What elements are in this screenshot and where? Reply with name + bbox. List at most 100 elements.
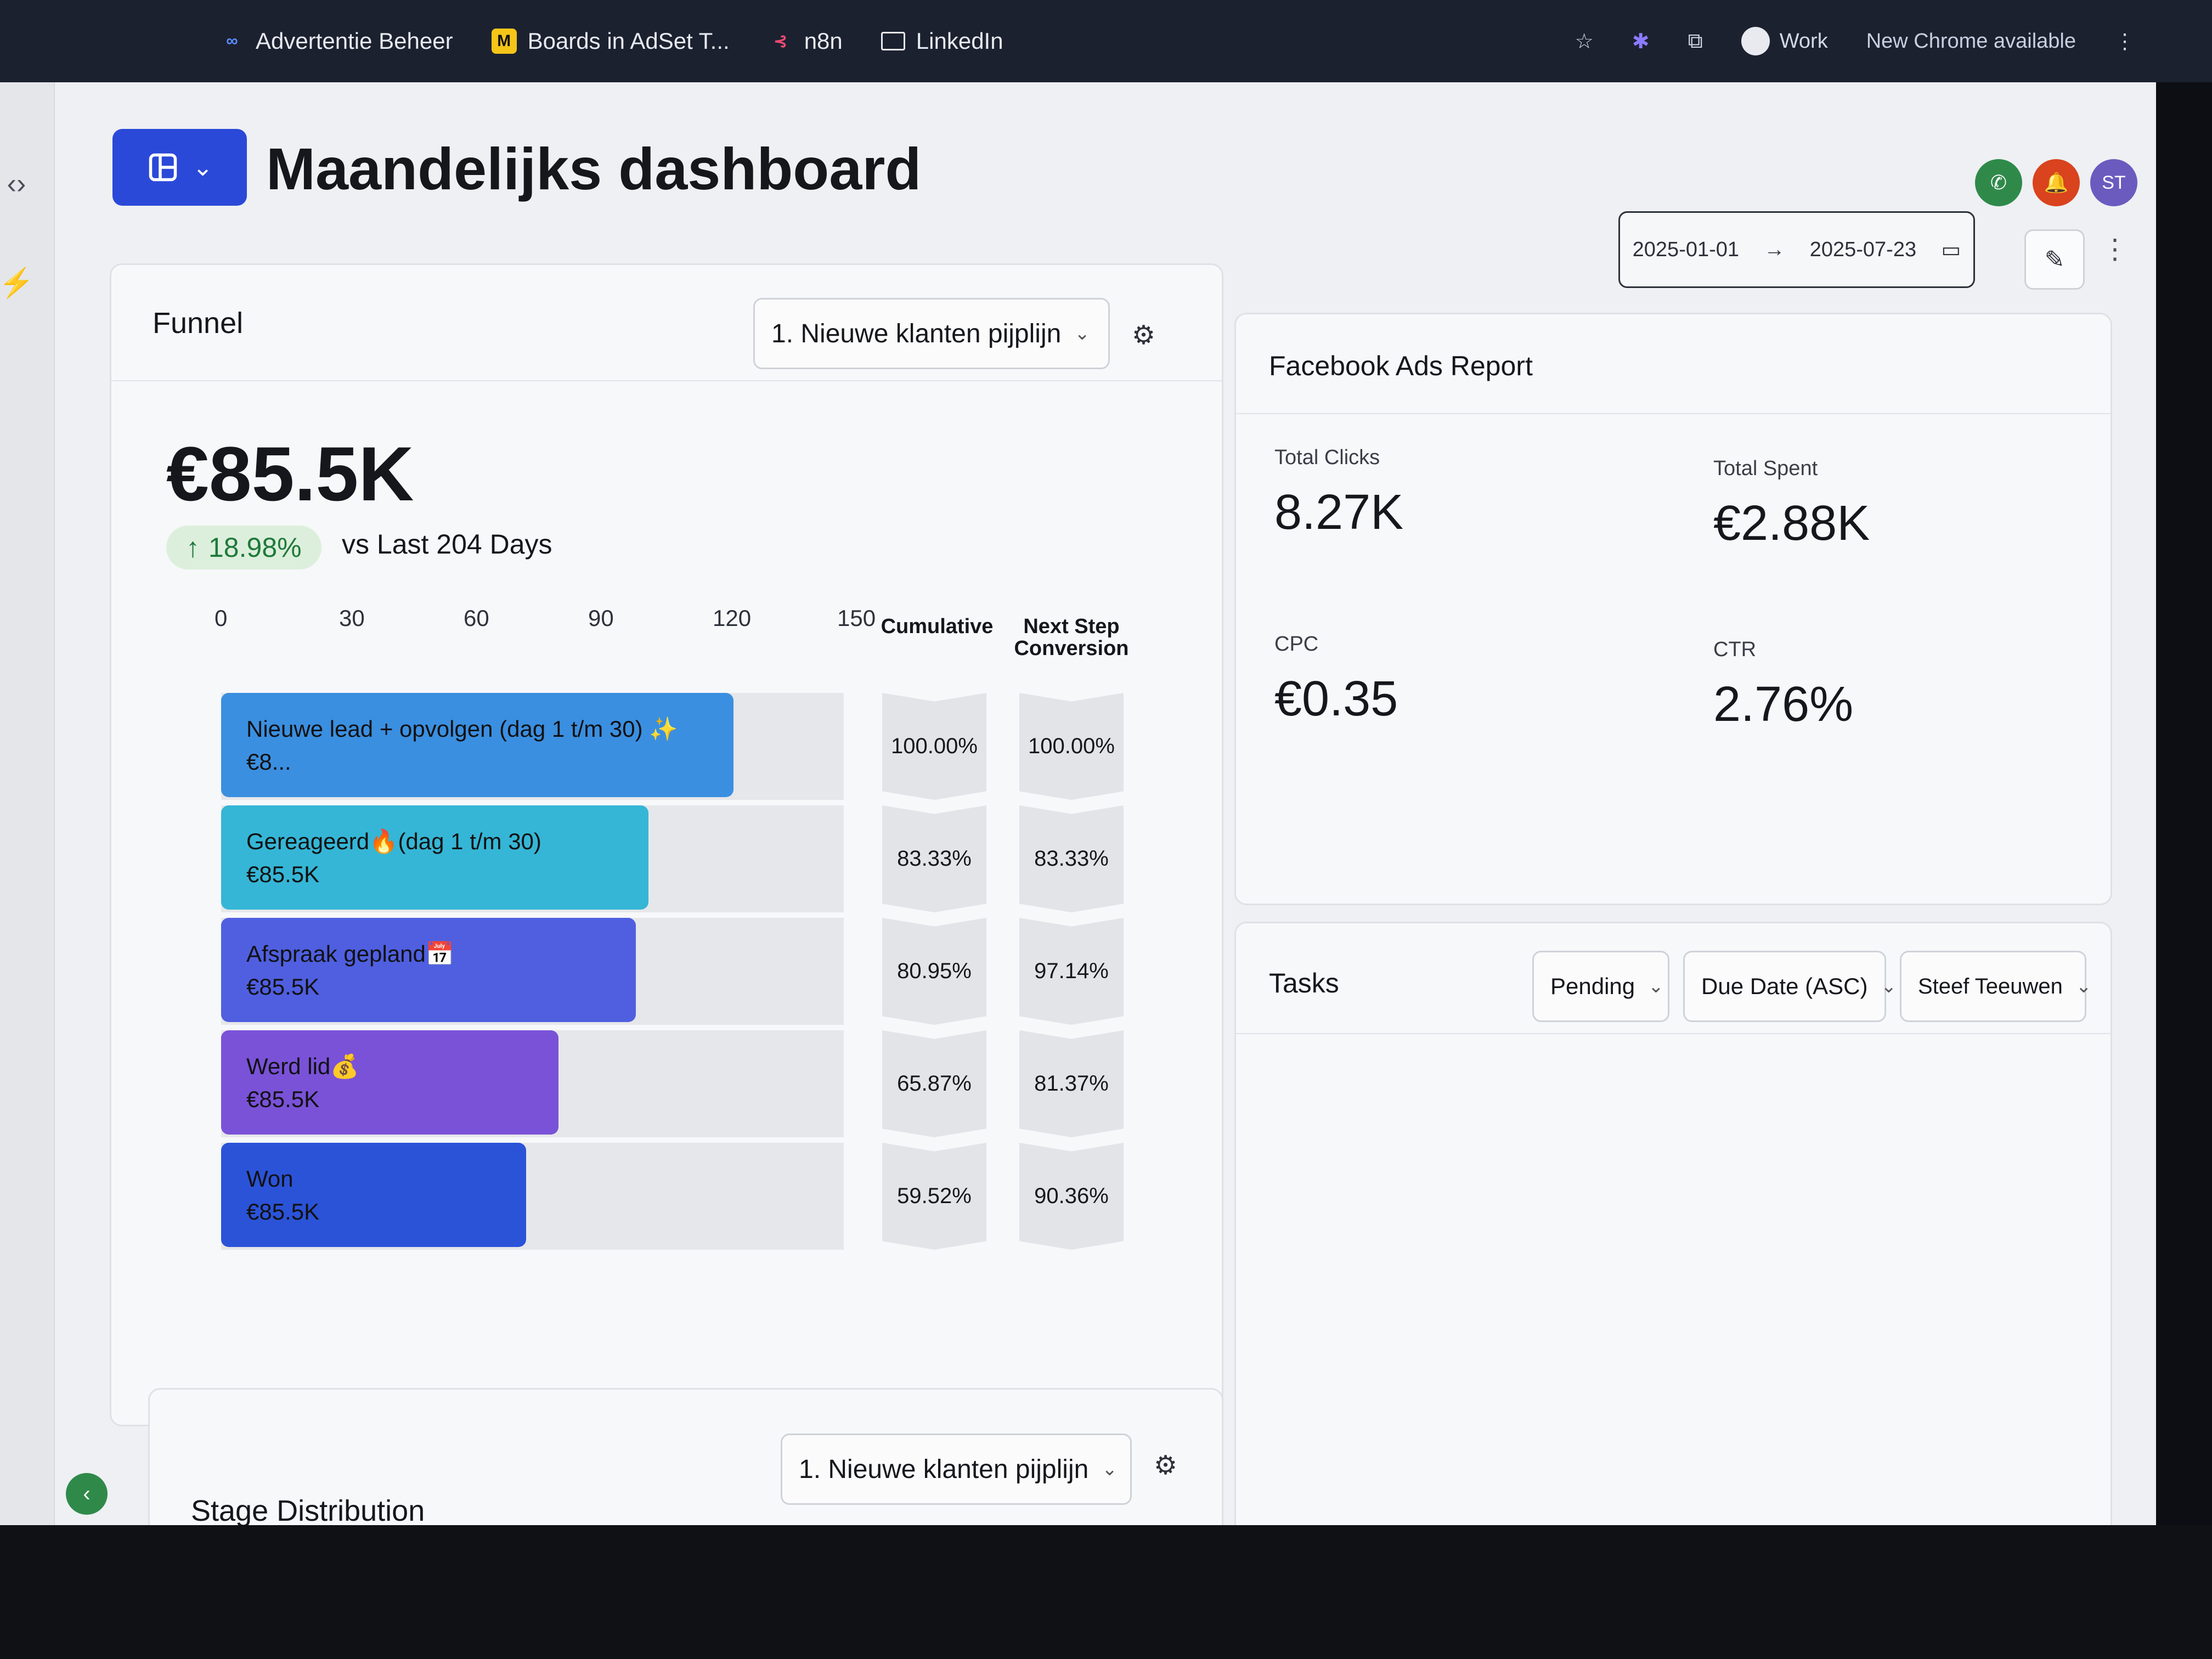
cumulative-cell: 59.52% bbox=[882, 1143, 986, 1250]
funnel-title: Funnel bbox=[153, 307, 244, 340]
app-window: ‹› ⚡ ⌄ Maandelijks dashboard ✆ 🔔 ST 2025… bbox=[0, 82, 2156, 1607]
axis-tick: 90 bbox=[588, 605, 614, 631]
funnel-stage-name: Won bbox=[246, 1166, 294, 1192]
chevron-down-icon: ⌄ bbox=[2075, 976, 2092, 997]
funnel-stage-value: €85.5K bbox=[246, 861, 320, 887]
bookmark-label: Advertentie Beheer bbox=[256, 28, 453, 54]
filter-settings-icon[interactable]: ⚙ bbox=[1154, 1451, 1178, 1480]
axis-tick: 120 bbox=[713, 605, 752, 631]
date-start: 2025-01-01 bbox=[1632, 238, 1740, 261]
extension-icon[interactable]: ✱ bbox=[1632, 30, 1650, 53]
cumulative-header: Cumulative bbox=[881, 615, 994, 638]
filter-settings-icon[interactable]: ⚙ bbox=[1132, 321, 1156, 350]
meta-icon: ∞ bbox=[226, 32, 238, 50]
n8n-icon: ⊰ bbox=[774, 32, 788, 50]
profile-button[interactable]: Work bbox=[1741, 27, 1828, 55]
funnel-stage-name: Gereageerd🔥(dag 1 t/m 30) bbox=[246, 828, 541, 854]
user-avatar[interactable]: ST bbox=[2090, 159, 2137, 206]
bookmark-boards-adset[interactable]: M Boards in AdSet T... bbox=[491, 28, 730, 54]
next-step-header: Next Step Conversion bbox=[1014, 615, 1129, 660]
facebook-ads-title: Facebook Ads Report bbox=[1269, 351, 1533, 381]
arrow-up-icon: ↑ bbox=[186, 532, 200, 563]
star-icon[interactable]: ☆ bbox=[1575, 30, 1594, 53]
edit-dashboard-button[interactable]: ✎ bbox=[2024, 229, 2085, 290]
browser-menu-icon[interactable]: ⋮ bbox=[2114, 30, 2135, 53]
funnel-bar[interactable]: Gereageerd🔥(dag 1 t/m 30) €85.5K bbox=[221, 805, 648, 910]
bookmark-label: Boards in AdSet T... bbox=[527, 28, 730, 54]
lightning-icon[interactable]: ⚡ bbox=[0, 267, 35, 299]
pencil-icon: ✎ bbox=[2044, 246, 2065, 273]
cumulative-cell: 100.00% bbox=[882, 693, 986, 800]
axis-tick: 0 bbox=[215, 605, 228, 631]
expand-icon[interactable]: ‹› bbox=[7, 168, 26, 200]
collapse-sidebar-button[interactable]: ‹ bbox=[66, 1473, 108, 1515]
next-step-cell: 97.14% bbox=[1019, 918, 1124, 1025]
cpc-value: €0.35 bbox=[1274, 672, 1398, 726]
card-header-divider bbox=[111, 380, 1222, 381]
sort-filter[interactable]: Due Date (ASC) ⌄ bbox=[1683, 951, 1897, 1022]
next-step-cell: 90.36% bbox=[1019, 1143, 1124, 1250]
layout-icon bbox=[149, 153, 177, 182]
total-clicks-value: 8.27K bbox=[1274, 485, 1404, 540]
card-header-divider bbox=[1236, 1033, 2111, 1034]
comparison-label: vs Last 204 Days bbox=[342, 529, 552, 560]
cumulative-cell: 83.33% bbox=[882, 805, 986, 912]
card-header-divider bbox=[1236, 413, 2111, 414]
layout-switcher-button[interactable]: ⌄ bbox=[112, 129, 247, 206]
chrome-update-button[interactable]: New Chrome available bbox=[1866, 29, 2076, 53]
chevron-down-icon: ⌄ bbox=[1102, 1459, 1118, 1480]
funnel-bar[interactable]: Afspraak gepland📅 €85.5K bbox=[221, 918, 636, 1022]
user-filter[interactable]: Steef Teeuwen ⌄ bbox=[1900, 951, 2091, 1022]
puzzle-icon[interactable]: ⧉ bbox=[1688, 29, 1703, 53]
arrow-right-icon: → bbox=[1764, 238, 1785, 261]
next-step-cell: 100.00% bbox=[1019, 693, 1124, 800]
stage-pipeline-select[interactable]: 1. Nieuwe klanten pijplijn ⌄ bbox=[781, 1434, 1132, 1505]
chevron-down-icon: ⌄ bbox=[193, 154, 213, 181]
funnel-bar[interactable]: Werd lid💰 €85.5K bbox=[221, 1030, 559, 1135]
status-filter[interactable]: Pending ⌄ bbox=[1532, 951, 1669, 1022]
funnel-stage-name: Afspraak gepland📅 bbox=[246, 941, 455, 967]
ctr-label: CTR bbox=[1713, 638, 1757, 661]
funnel-stage-value: €85.5K bbox=[246, 974, 320, 1000]
total-spent-label: Total Spent bbox=[1713, 457, 1818, 480]
funnel-bar[interactable]: Nieuwe lead + opvolgen (dag 1 t/m 30) ✨ €… bbox=[221, 693, 734, 797]
profile-label: Work bbox=[1779, 29, 1828, 53]
sort-filter-value: Due Date (ASC) bbox=[1701, 973, 1868, 999]
chevron-left-icon: ‹ bbox=[83, 1481, 91, 1506]
phone-button[interactable]: ✆ bbox=[1975, 159, 2022, 206]
bookmark-n8n[interactable]: ⊰ n8n bbox=[768, 28, 843, 54]
left-rail: ‹› ⚡ bbox=[0, 82, 55, 1553]
chevron-down-icon: ⌄ bbox=[1881, 976, 1897, 997]
bookmark-folder-linkedin[interactable]: LinkedIn bbox=[881, 28, 1003, 54]
funnel-stage-value: €85.5K bbox=[246, 1086, 320, 1112]
chevron-down-icon: ⌄ bbox=[1648, 976, 1664, 997]
funnel-total-value: €85.5K bbox=[166, 431, 414, 517]
notifications-button[interactable]: 🔔 bbox=[2033, 159, 2080, 206]
calendar-icon: ▭ bbox=[1941, 238, 1961, 262]
date-range-picker[interactable]: 2025-01-01 → 2025-07-23 ▭ bbox=[1618, 211, 1975, 288]
miro-icon: M bbox=[491, 29, 517, 54]
funnel-bar[interactable]: Won €85.5K bbox=[221, 1143, 527, 1247]
bookmarks-bar: ∞ Advertentie Beheer M Boards in AdSet T… bbox=[0, 0, 2212, 82]
cumulative-cell: 65.87% bbox=[882, 1030, 986, 1137]
funnel-stage-value: €8... bbox=[246, 749, 291, 775]
facebook-ads-card: Facebook Ads Report Total Clicks 8.27K T… bbox=[1234, 313, 2112, 905]
chevron-down-icon: ⌄ bbox=[1074, 323, 1090, 344]
page-title: Maandelijks dashboard bbox=[266, 136, 922, 202]
tasks-title: Tasks bbox=[1269, 968, 1339, 998]
laptop-bezel bbox=[0, 1525, 2212, 1659]
cpc-label: CPC bbox=[1274, 633, 1319, 656]
funnel-card: Funnel 1. Nieuwe klanten pijplijn ⌄ ⚙ €8… bbox=[110, 263, 1223, 1426]
bookmark-label: LinkedIn bbox=[916, 28, 1003, 54]
more-options-icon[interactable]: ⋮ bbox=[2101, 234, 2129, 264]
next-step-cell: 81.37% bbox=[1019, 1030, 1124, 1137]
axis-tick: 60 bbox=[464, 605, 489, 631]
dashboard-header: ⌄ Maandelijks dashboard ✆ 🔔 ST 2025-01-0… bbox=[55, 82, 2156, 290]
pipeline-select-value: 1. Nieuwe klanten pijplijn bbox=[771, 319, 1062, 348]
bookmark-advertentie-beheer[interactable]: ∞ Advertentie Beheer bbox=[219, 28, 453, 54]
pipeline-select[interactable]: 1. Nieuwe klanten pijplijn ⌄ bbox=[753, 298, 1110, 369]
ctr-value: 2.76% bbox=[1713, 677, 1854, 732]
date-end: 2025-07-23 bbox=[1809, 238, 1917, 261]
funnel-stage-name: Nieuwe lead + opvolgen (dag 1 t/m 30) ✨ bbox=[246, 716, 678, 742]
total-spent-value: €2.88K bbox=[1713, 496, 1870, 551]
